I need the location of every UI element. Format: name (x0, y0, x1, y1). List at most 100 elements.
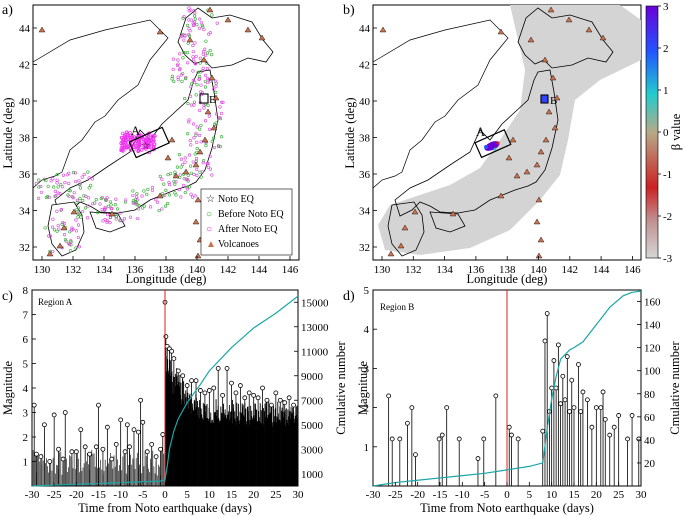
event-marker (598, 405, 604, 411)
aftershock-marker (146, 137, 151, 141)
aftershock-marker (141, 137, 146, 142)
aftershock-marker (131, 141, 135, 146)
epicenter-marker (80, 175, 84, 179)
event-marker (104, 424, 110, 430)
epicenter-marker (71, 196, 75, 200)
epicenter-marker (178, 52, 182, 56)
epicenter-marker (164, 188, 168, 192)
epicenter-marker (194, 131, 198, 135)
map-x-tick-label: 134 (96, 264, 113, 276)
volcano-marker (224, 16, 232, 23)
epicenter-marker (69, 240, 73, 244)
region-b-box (199, 93, 209, 104)
epicenter-marker (214, 79, 218, 83)
map-x-tick-label: 144 (593, 264, 610, 276)
epicenter-marker (82, 194, 86, 198)
event-marker (82, 444, 88, 450)
epicenter-marker (179, 73, 183, 77)
epicenter-marker (56, 191, 60, 195)
event-marker (171, 356, 177, 362)
epicenter-marker (185, 23, 190, 27)
y-tick-label: 1 (364, 442, 370, 454)
epicenter-marker (128, 215, 133, 219)
epicenter-marker (59, 207, 64, 212)
epicenter-marker (191, 122, 196, 126)
epicenter-marker (43, 226, 47, 230)
epicenter-marker (162, 182, 166, 186)
epicenter-marker (199, 123, 203, 128)
epicenter-marker (114, 217, 118, 221)
legend-label: Volcanoes (218, 239, 259, 250)
epicenter-marker (193, 41, 197, 45)
epicenter-marker (76, 235, 80, 240)
aftershock-marker (123, 140, 127, 145)
volcano-marker (549, 74, 557, 81)
x-tick-label: 0 (162, 489, 168, 501)
epicenter-marker (166, 201, 170, 206)
epicenter-marker (208, 127, 212, 131)
epicenter-marker (195, 125, 199, 129)
epicenter-marker (180, 79, 184, 83)
x-tick-label: 10 (204, 489, 216, 501)
epicenter-marker (173, 191, 177, 195)
epicenter-marker (24, 185, 27, 188)
event-marker (611, 424, 617, 430)
epicenter-marker (194, 54, 198, 58)
epicenter-marker (172, 79, 176, 84)
colorbar-label: β value (669, 113, 683, 150)
epicenter-marker (208, 31, 212, 35)
epicenter-marker (140, 194, 144, 198)
event-marker (555, 342, 561, 348)
y-tick-label: 7 (23, 310, 29, 322)
event-marker (282, 400, 288, 406)
volcano-marker (244, 26, 252, 33)
volcano-marker (200, 56, 208, 63)
event-marker (198, 388, 203, 393)
epicenter-marker (68, 230, 72, 234)
epicenter-marker (179, 157, 184, 161)
event-marker (580, 389, 586, 395)
colorbar-tick-label: -3 (663, 253, 673, 265)
map-x-tick-label: 130 (34, 264, 51, 276)
panel-d-xlabel: Time from Noto earthquake (days) (420, 501, 594, 515)
map-y-tick-label: 36 (359, 169, 371, 181)
event-marker (96, 402, 101, 408)
volcano-marker (379, 26, 387, 33)
epicenter-marker (105, 212, 110, 217)
epicenter-marker (24, 183, 27, 186)
event-marker (118, 417, 124, 423)
event-marker (456, 436, 462, 442)
map-x-tick-label: 132 (405, 264, 422, 276)
aftershock-marker (142, 142, 146, 147)
colorbar-tick-label: 2 (663, 43, 669, 55)
epicenter-marker (203, 73, 208, 77)
epicenter-marker (176, 78, 180, 82)
epicenter-marker (105, 220, 109, 224)
y2-tick-label: 100 (644, 366, 661, 378)
epicenter-marker (104, 198, 108, 202)
event-marker (607, 432, 613, 438)
aftershock-marker (119, 148, 123, 153)
epicenter-marker (74, 229, 79, 233)
epicenter-marker (135, 192, 139, 196)
volcano-marker (168, 136, 176, 143)
y-tick-label: 2 (364, 403, 370, 415)
x-tick-label: -30 (25, 489, 40, 501)
event-marker (87, 451, 93, 457)
epicenter-marker (218, 105, 222, 109)
volcano-marker (397, 242, 405, 249)
epicenter-marker (208, 154, 212, 158)
epicenter-marker (164, 204, 168, 208)
map-x-tick-label: 142 (562, 264, 579, 276)
event-marker (127, 444, 132, 450)
epicenter-marker (193, 194, 197, 198)
aftershock-marker (137, 142, 142, 146)
x-tick-label: -20 (410, 489, 425, 501)
colorbar-tick-label: -1 (663, 169, 672, 181)
epicenter-marker (109, 203, 113, 207)
epicenter-marker (192, 20, 196, 24)
epicenter-marker (53, 194, 57, 199)
aftershock-marker (151, 134, 155, 138)
epicenter-marker (208, 48, 212, 53)
epicenter-marker (81, 209, 85, 214)
